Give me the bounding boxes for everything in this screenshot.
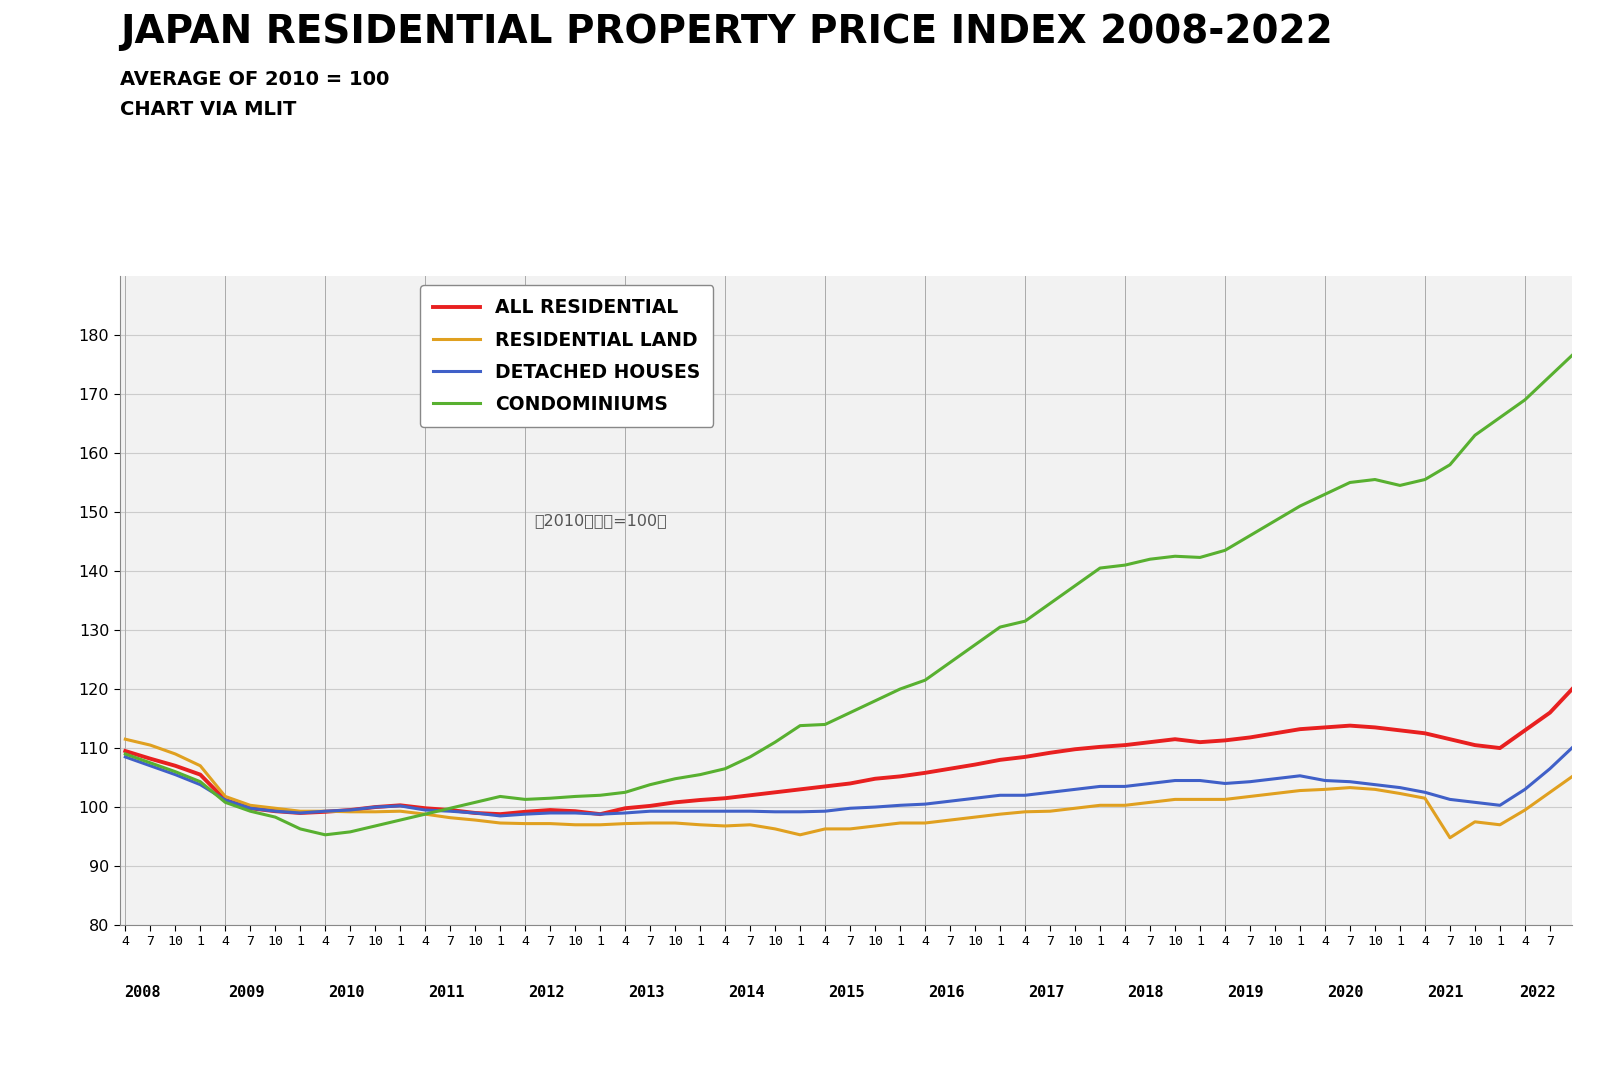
ALL RESIDENTIAL bbox=[1166, 733, 1185, 745]
Text: 2021: 2021 bbox=[1428, 985, 1464, 1000]
Text: 2019: 2019 bbox=[1227, 985, 1264, 1000]
CONDOMINIUMS bbox=[115, 748, 135, 761]
DETACHED HOUSES bbox=[316, 805, 335, 818]
CONDOMINIUMS bbox=[791, 720, 810, 733]
RESIDENTIAL LAND bbox=[890, 817, 909, 830]
Text: AVERAGE OF 2010 = 100: AVERAGE OF 2010 = 100 bbox=[120, 70, 390, 90]
Text: 2012: 2012 bbox=[528, 985, 565, 1000]
Text: 2013: 2013 bbox=[627, 985, 664, 1000]
Text: 2009: 2009 bbox=[228, 985, 265, 1000]
RESIDENTIAL LAND bbox=[1140, 796, 1160, 809]
CONDOMINIUMS bbox=[1140, 553, 1160, 566]
Text: 2010: 2010 bbox=[327, 985, 364, 1000]
Text: 2017: 2017 bbox=[1028, 985, 1063, 1000]
Text: 2020: 2020 bbox=[1328, 985, 1363, 1000]
RESIDENTIAL LAND bbox=[115, 733, 135, 745]
Text: JAPAN RESIDENTIAL PROPERTY PRICE INDEX 2008-2022: JAPAN RESIDENTIAL PROPERTY PRICE INDEX 2… bbox=[120, 13, 1333, 51]
Text: 2022: 2022 bbox=[1519, 985, 1556, 1000]
Text: CHART VIA MLIT: CHART VIA MLIT bbox=[120, 100, 297, 119]
DETACHED HOUSES bbox=[791, 805, 810, 818]
CONDOMINIUMS bbox=[916, 674, 935, 687]
RESIDENTIAL LAND bbox=[316, 805, 335, 818]
DETACHED HOUSES bbox=[1140, 777, 1160, 790]
ALL RESIDENTIAL bbox=[916, 766, 935, 779]
ALL RESIDENTIAL bbox=[115, 744, 135, 757]
CONDOMINIUMS bbox=[1166, 550, 1185, 563]
CONDOMINIUMS bbox=[316, 829, 335, 842]
Text: 2011: 2011 bbox=[428, 985, 464, 1000]
ALL RESIDENTIAL bbox=[791, 783, 810, 796]
CONDOMINIUMS bbox=[1015, 615, 1035, 628]
ALL RESIDENTIAL bbox=[1140, 736, 1160, 749]
Line: DETACHED HOUSES: DETACHED HOUSES bbox=[125, 701, 1604, 816]
RESIDENTIAL LAND bbox=[990, 807, 1009, 820]
Line: CONDOMINIUMS: CONDOMINIUMS bbox=[125, 308, 1604, 835]
ALL RESIDENTIAL bbox=[316, 805, 335, 818]
DETACHED HOUSES bbox=[1015, 789, 1035, 802]
Text: 2018: 2018 bbox=[1128, 985, 1165, 1000]
RESIDENTIAL LAND bbox=[1115, 799, 1134, 812]
DETACHED HOUSES bbox=[1166, 774, 1185, 787]
CONDOMINIUMS bbox=[340, 826, 359, 839]
DETACHED HOUSES bbox=[916, 797, 935, 810]
Text: 2014: 2014 bbox=[728, 985, 764, 1000]
Legend: ALL RESIDENTIAL, RESIDENTIAL LAND, DETACHED HOUSES, CONDOMINIUMS: ALL RESIDENTIAL, RESIDENTIAL LAND, DETAC… bbox=[420, 286, 714, 427]
Text: 2008: 2008 bbox=[124, 985, 160, 1000]
Line: RESIDENTIAL LAND: RESIDENTIAL LAND bbox=[125, 739, 1604, 837]
ALL RESIDENTIAL bbox=[1015, 751, 1035, 764]
DETACHED HOUSES bbox=[491, 809, 510, 822]
Text: 2015: 2015 bbox=[828, 985, 865, 1000]
Line: ALL RESIDENTIAL: ALL RESIDENTIAL bbox=[125, 609, 1604, 814]
Text: （2010年平均=100）: （2010年平均=100） bbox=[534, 513, 667, 528]
DETACHED HOUSES bbox=[115, 751, 135, 764]
Text: 2016: 2016 bbox=[927, 985, 964, 1000]
RESIDENTIAL LAND bbox=[1440, 831, 1460, 844]
ALL RESIDENTIAL bbox=[491, 807, 510, 820]
RESIDENTIAL LAND bbox=[765, 822, 784, 835]
